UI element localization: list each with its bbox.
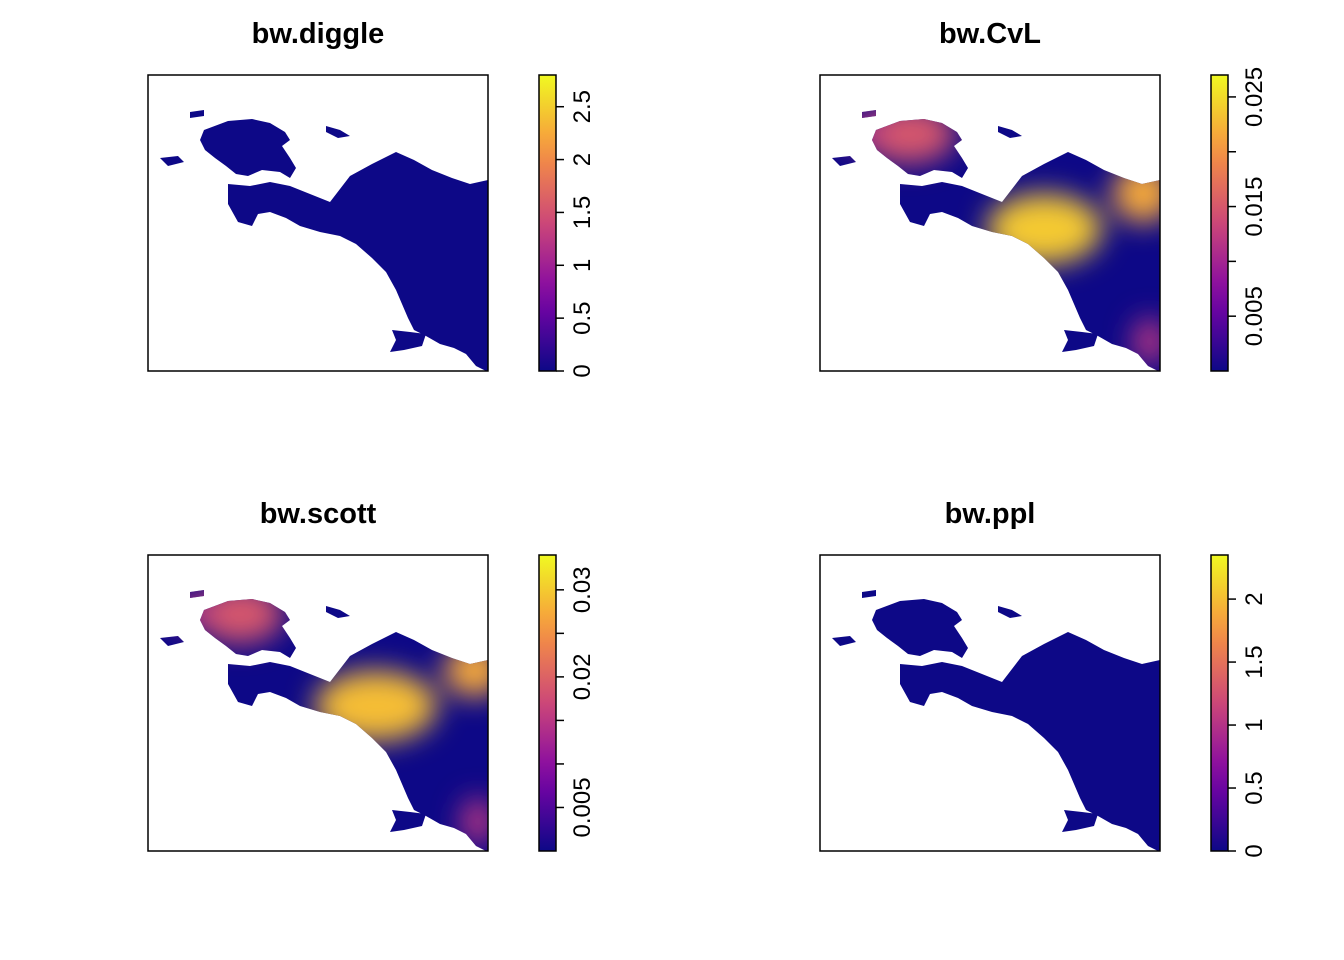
- heatmap-svg: bw.scott 0.005 0.02 0.03: [147, 498, 596, 852]
- colorbar-tick-label: 0: [569, 364, 596, 377]
- colorbar-tick-label: 0.5: [569, 301, 596, 334]
- density-hotspot: [443, 643, 488, 698]
- plot-frame: [147, 74, 489, 372]
- density-hotspot: [165, 596, 213, 627]
- panel-bw-scott: bw.scott 0.005 0.02 0.03: [0, 480, 672, 960]
- land-raster: [160, 110, 488, 371]
- land-raster: [160, 590, 488, 851]
- density-hotspot: [1112, 163, 1160, 223]
- density-hotspot: [314, 670, 437, 742]
- colorbar-tick-label: 0.5: [1241, 771, 1268, 804]
- colorbar-tick-label: 1.5: [1241, 645, 1268, 678]
- colorbar-tick-label: 1: [569, 259, 596, 272]
- plot-frame: [147, 554, 489, 852]
- land-raster: [832, 110, 1160, 371]
- density-hotspot: [837, 116, 885, 147]
- colorbar-tick-label: 0.005: [1241, 286, 1268, 346]
- colorbar-tick-label: 0.025: [1241, 67, 1268, 127]
- colorbar: [538, 554, 557, 852]
- density-hotspot: [1132, 317, 1160, 366]
- colorbar-tick-label: 0.02: [569, 654, 596, 701]
- heatmap-svg: bw.ppl 0 0.5 1 1.5 2: [819, 498, 1268, 858]
- colorbar-tick-label: 2: [1241, 592, 1268, 605]
- colorbar-tick-label: 2.5: [569, 90, 596, 123]
- colorbar-tick-label: 1: [1241, 718, 1268, 731]
- colorbar-tick-label: 1.5: [569, 196, 596, 229]
- plot-frame: [819, 554, 1161, 852]
- panel-bw-diggle: bw.diggle 0 0.5 1 1.5 2 2.5: [0, 0, 672, 480]
- land-raster: [832, 590, 1160, 851]
- colorbar: [538, 74, 557, 372]
- colorbar: [1210, 74, 1229, 372]
- panel-title: bw.scott: [260, 498, 377, 530]
- density-hotspot: [986, 193, 1103, 265]
- panel-bw-cvl: bw.CvL 0.005 0.015 0.025: [672, 0, 1344, 480]
- colorbar: [1210, 554, 1229, 852]
- colorbar-tick-label: 0: [1241, 844, 1268, 857]
- colorbar-tick-label: 0.015: [1241, 177, 1268, 237]
- panel-title: bw.CvL: [939, 18, 1041, 50]
- plot-frame: [819, 74, 1161, 372]
- heatmap-svg: bw.CvL 0.005 0.015 0.025: [819, 18, 1268, 372]
- panel-bw-ppl: bw.ppl 0 0.5 1 1.5 2: [672, 480, 1344, 960]
- colorbar-tick-label: 2: [569, 153, 596, 166]
- density-hotspot: [460, 797, 488, 846]
- colorbar-tick-label: 0.03: [569, 566, 596, 613]
- heatmap-svg: bw.diggle 0 0.5 1 1.5 2 2.5: [147, 18, 596, 378]
- colorbar-tick-label: 0.005: [569, 777, 596, 837]
- panel-title: bw.diggle: [252, 18, 385, 50]
- panel-title: bw.ppl: [945, 498, 1036, 530]
